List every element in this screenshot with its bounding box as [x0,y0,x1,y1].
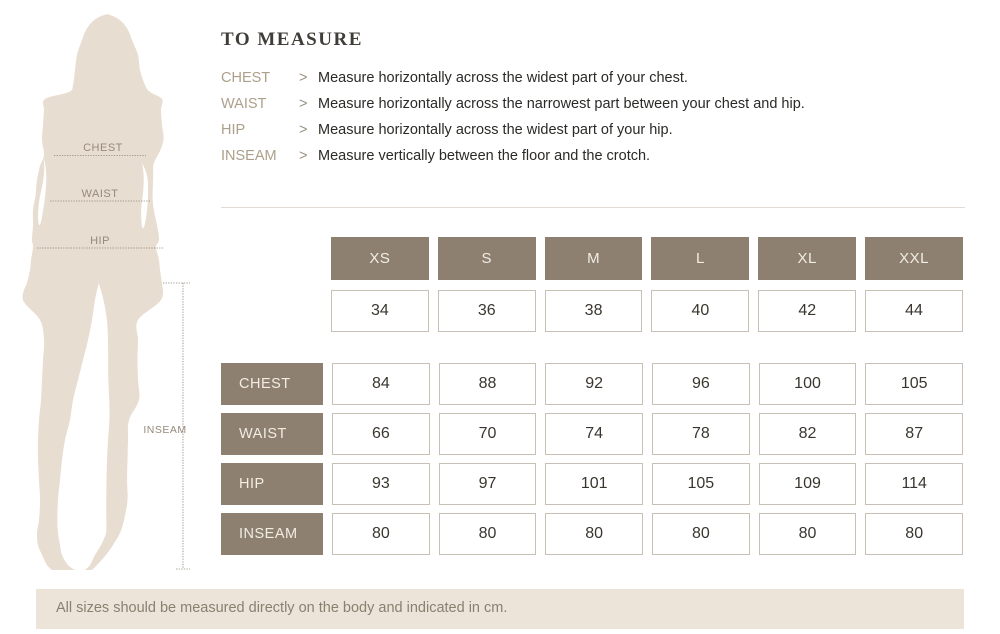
svg-text:INSEAM: INSEAM [143,424,186,436]
svg-text:HIP: HIP [90,235,110,247]
svg-text:WAIST: WAIST [82,188,119,200]
svg-text:CHEST: CHEST [83,142,123,154]
